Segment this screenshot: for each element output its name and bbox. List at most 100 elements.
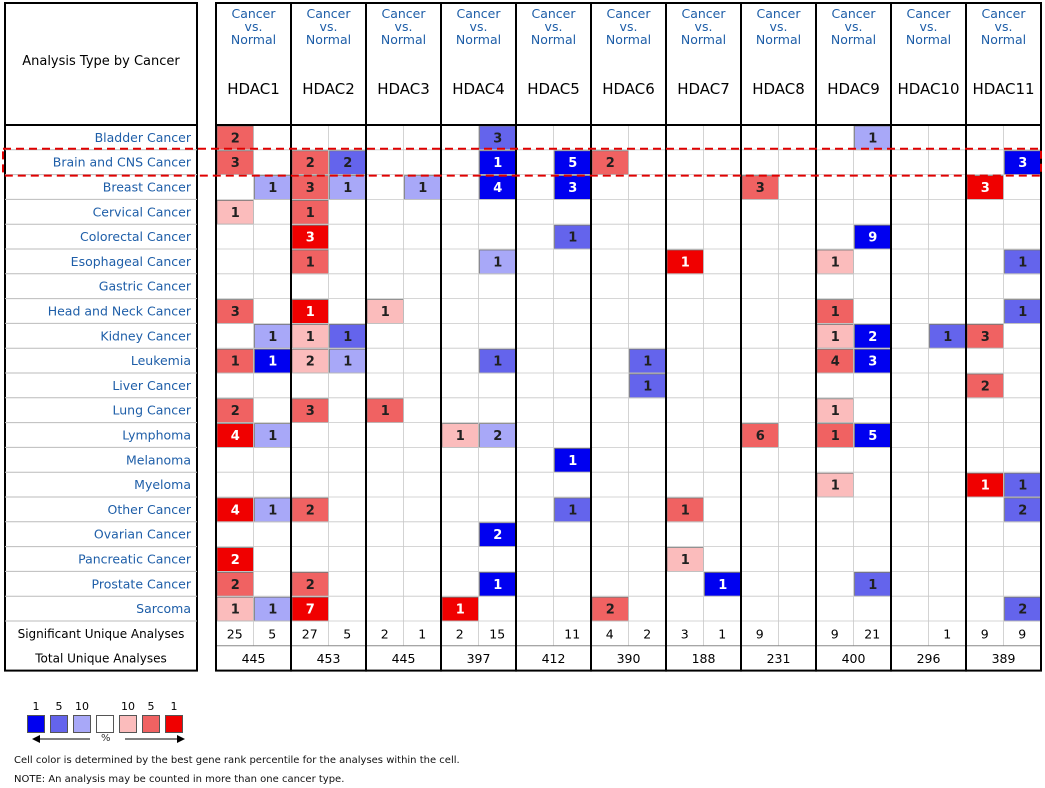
heatmap-table: Analysis Type by CancerCancervs.NormalHD… <box>2 2 1042 672</box>
total-count: 412 <box>542 651 566 666</box>
cell-count: 1 <box>343 181 352 196</box>
cell-count: 5 <box>868 429 877 444</box>
gene-subtitle: Cancer <box>681 6 726 21</box>
cell-count: 1 <box>268 181 277 196</box>
gene-subtitle: Normal <box>381 32 426 47</box>
gene-header-box <box>290 2 367 126</box>
row-header-box <box>4 2 198 126</box>
significant-down-count: 1 <box>943 626 951 641</box>
cell-count: 2 <box>493 429 502 444</box>
gene-header-box <box>965 2 1042 126</box>
gene-subtitle: Normal <box>906 32 951 47</box>
legend-number: 1 <box>32 700 40 713</box>
significant-up-count: 9 <box>756 626 764 641</box>
gene-subtitle: Cancer <box>531 6 576 21</box>
gene-subtitle: vs. <box>395 19 413 34</box>
gene-subtitle: vs. <box>770 19 788 34</box>
total-count: 400 <box>842 651 866 666</box>
gene-subtitle: Normal <box>681 32 726 47</box>
cell-count: 1 <box>643 379 652 394</box>
cancer-label: Cervical Cancer <box>93 204 192 219</box>
significant-down-count: 2 <box>643 626 651 641</box>
gene-label: HDAC4 <box>452 80 505 98</box>
gene-subtitle: vs. <box>545 19 563 34</box>
cancer-label: Leukemia <box>131 353 191 368</box>
cell-count: 1 <box>268 603 277 618</box>
gene-header-box <box>665 2 742 126</box>
gene-subtitle: vs. <box>920 19 938 34</box>
cancer-label: Prostate Cancer <box>92 576 192 591</box>
cancer-label: Breast Cancer <box>103 180 192 195</box>
cancer-label: Head and Neck Cancer <box>48 304 192 319</box>
gene-header-box <box>815 2 892 126</box>
significant-down-count: 1 <box>718 626 726 641</box>
significant-down-count: 5 <box>343 626 351 641</box>
cell-count: 1 <box>231 603 240 618</box>
total-count: 231 <box>767 651 791 666</box>
cell-count: 1 <box>1018 255 1027 270</box>
cell-count: 1 <box>943 330 952 345</box>
cell-count: 1 <box>493 578 502 593</box>
significant-down-count: 9 <box>1018 626 1026 641</box>
cell-count: 1 <box>568 503 577 518</box>
legend-swatch-up-10 <box>119 715 137 733</box>
cell-count: 2 <box>231 553 240 568</box>
legend-percent-label: % <box>101 733 111 744</box>
cell-count: 1 <box>681 553 690 568</box>
cell-count: 3 <box>1018 156 1027 171</box>
cell-count: 2 <box>606 156 615 171</box>
cancer-label: Colorectal Cancer <box>80 229 192 244</box>
cell-count: 3 <box>231 156 240 171</box>
cell-count: 2 <box>231 404 240 419</box>
cell-count: 1 <box>306 330 315 345</box>
cell-count: 1 <box>831 305 840 320</box>
cell-count: 1 <box>343 355 352 370</box>
row-header-title: Analysis Type by Cancer <box>22 54 180 69</box>
cell-count: 1 <box>981 479 990 494</box>
significant-down-count: 5 <box>268 626 276 641</box>
gene-subtitle: vs. <box>470 19 488 34</box>
cancer-label: Liver Cancer <box>112 378 192 393</box>
cell-count: 1 <box>1018 305 1027 320</box>
gene-subtitle: Cancer <box>231 6 276 21</box>
gene-subtitle: Normal <box>231 32 276 47</box>
gene-subtitle: Normal <box>756 32 801 47</box>
significant-down-count: 21 <box>864 626 880 641</box>
cell-count: 1 <box>268 503 277 518</box>
gene-column-box <box>965 124 1042 672</box>
gene-subtitle: Cancer <box>981 6 1026 21</box>
cell-count: 1 <box>681 503 690 518</box>
cell-count: 1 <box>681 255 690 270</box>
gene-subtitle: Cancer <box>906 6 951 21</box>
cell-count: 1 <box>568 454 577 469</box>
cell-count: 1 <box>493 355 502 370</box>
cell-count: 1 <box>1018 479 1027 494</box>
cell-count: 2 <box>1018 503 1027 518</box>
gene-label: HDAC9 <box>827 80 880 98</box>
significant-up-count: 2 <box>381 626 389 641</box>
gene-label: HDAC8 <box>752 80 805 98</box>
significant-up-count: 9 <box>831 626 839 641</box>
gene-subtitle: Normal <box>456 32 501 47</box>
legend-swatch-up-1 <box>165 715 183 733</box>
cell-count: 3 <box>306 181 315 196</box>
gene-subtitle: Normal <box>306 32 351 47</box>
gene-subtitle: Cancer <box>606 6 651 21</box>
cancer-label: Lymphoma <box>122 428 191 443</box>
cell-count: 3 <box>306 404 315 419</box>
significant-up-count: 25 <box>227 626 243 641</box>
cell-count: 1 <box>831 479 840 494</box>
gene-subtitle: vs. <box>695 19 713 34</box>
cell-count: 1 <box>231 355 240 370</box>
gene-subtitle: vs. <box>320 19 338 34</box>
cell-count: 2 <box>1018 603 1027 618</box>
gene-header-box <box>215 2 292 126</box>
gene-label: HDAC10 <box>897 80 959 98</box>
cell-count: 2 <box>306 503 315 518</box>
significant-up-count: 27 <box>302 626 318 641</box>
legend-number: 10 <box>121 700 135 713</box>
significant-up-count: 3 <box>681 626 689 641</box>
cell-count: 1 <box>868 131 877 146</box>
total-count: 390 <box>617 651 641 666</box>
significant-down-count: 11 <box>564 626 580 641</box>
